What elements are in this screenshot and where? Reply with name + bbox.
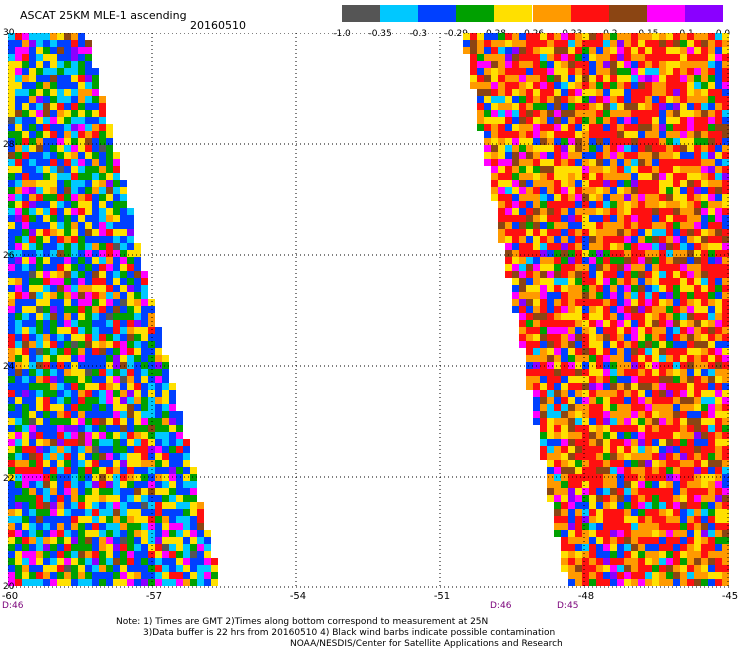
legend-swatch	[494, 5, 533, 22]
legend-swatch	[684, 5, 723, 22]
note-line-3: NOAA/NESDIS/Center for Satellite Applica…	[290, 639, 563, 649]
y-label-22: 22	[3, 474, 15, 484]
y-label-24: 24	[3, 362, 15, 372]
legend-swatch	[418, 5, 457, 22]
legend-swatch	[570, 5, 609, 22]
y-label-20: 20	[3, 582, 15, 592]
swath-map	[8, 33, 730, 588]
time-label-2: D:46	[490, 601, 512, 611]
legend-swatch	[342, 5, 381, 22]
note-line-2: 3)Data buffer is 22 hrs from 20160510 4)…	[143, 628, 556, 638]
legend-tick-label: -0.29	[444, 29, 468, 39]
y-label-28: 28	[3, 140, 15, 150]
left-swath	[8, 33, 218, 586]
legend-swatch	[380, 5, 419, 22]
y-label-30: 30	[3, 28, 15, 38]
legend-tick-label: -0.35	[368, 29, 392, 39]
time-label-1: D:46	[2, 601, 24, 611]
legend-swatch	[646, 5, 685, 22]
legend-swatch	[532, 5, 571, 22]
chart-title: ASCAT 25KM MLE-1 ascending	[20, 9, 187, 22]
color-legend: -1.0-0.35-0.3-0.29-0.28-0.26-0.23-0.2-0.…	[333, 5, 730, 39]
x-label-48: -48	[577, 591, 595, 602]
y-label-26: 26	[3, 251, 15, 261]
legend-swatch	[456, 5, 495, 22]
note-line-1: Note: 1) Times are GMT 2)Times along bot…	[116, 617, 489, 627]
x-label-51: -51	[433, 591, 451, 602]
time-label-3: D:45	[557, 601, 579, 611]
map-gridlines	[8, 33, 730, 588]
x-label-57: -57	[145, 591, 163, 602]
x-label-54: -54	[289, 591, 307, 602]
x-label-60: -60	[1, 591, 19, 602]
right-swath	[463, 33, 729, 586]
chart-date: 20160510	[190, 19, 246, 32]
legend-swatch	[608, 5, 647, 22]
legend-tick-label: -1.0	[333, 29, 351, 39]
legend-tick-label: -0.3	[409, 29, 427, 39]
x-label-45: -45	[721, 591, 739, 602]
